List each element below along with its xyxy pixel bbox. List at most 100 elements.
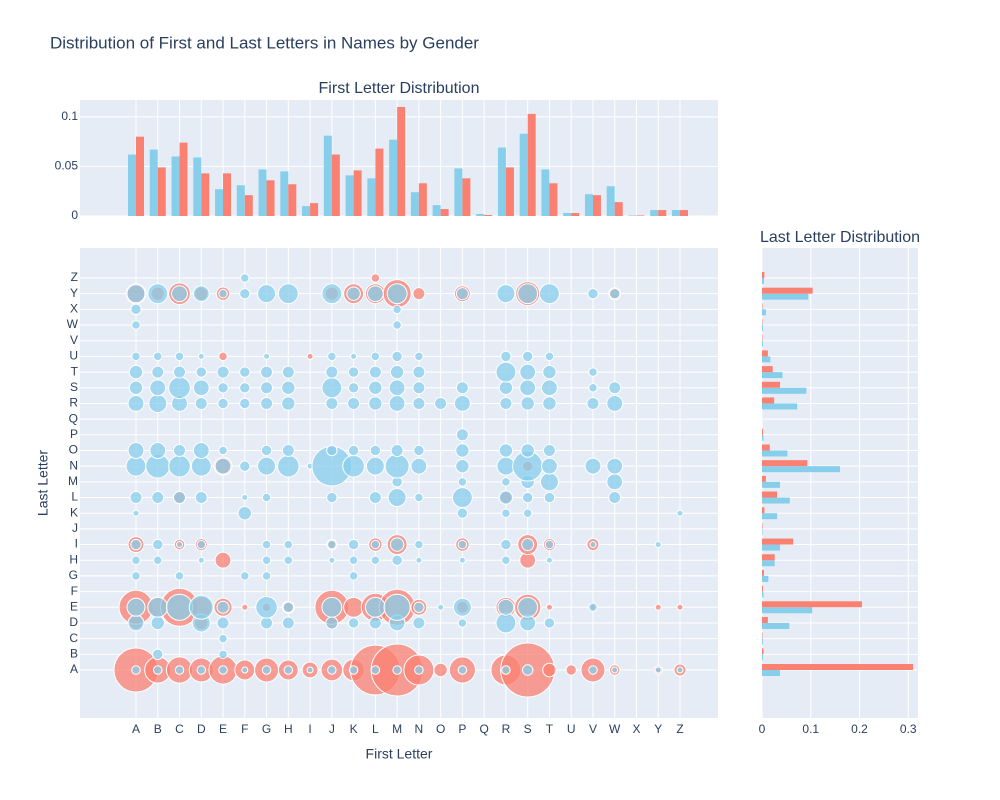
bar [762,554,775,561]
bubble [451,487,473,508]
bar [223,173,232,216]
y-tick-label: S [70,380,78,394]
bubble [255,595,278,619]
bubble [257,456,277,476]
bubble [239,460,251,472]
bubble [434,396,448,410]
bubble [217,397,229,410]
bar [193,157,202,216]
bubble [543,617,556,629]
bubble [241,494,249,502]
y-tick-label: G [69,568,78,582]
bubble [496,284,516,304]
bar [563,213,572,216]
bubble [151,365,165,379]
bubble [539,472,559,492]
bubble [347,617,360,629]
bubble [195,366,207,378]
bubble [194,491,208,505]
x-tick-label: B [154,722,162,736]
bar [302,206,311,216]
bubble [126,597,146,617]
bubble [217,382,229,394]
bar [762,638,763,645]
bar [762,622,790,629]
bar [149,149,158,216]
bubble [458,556,466,564]
bubble [586,396,600,410]
bubble [457,477,468,487]
bar [762,575,769,582]
bubble [306,352,314,360]
bubble [192,442,210,459]
bubble [214,457,232,475]
bubble [542,662,557,678]
bar [462,178,471,216]
x-tick-label: A [132,722,140,736]
x-tick-label: V [589,722,597,736]
bubble [455,443,470,458]
bubble [240,273,250,283]
bubble [654,666,662,674]
bubble [542,443,556,457]
y-tick-label: J [72,521,78,535]
x-tick-label: Z [676,722,683,736]
bubble [347,444,360,457]
bubble [171,285,188,303]
bar [353,170,362,216]
bubble [239,397,251,410]
y-tick-label: M [68,474,78,488]
bubble [587,287,599,300]
bubble [126,284,146,304]
bar [762,350,768,357]
bubble [521,664,534,676]
bubble [521,350,534,363]
bar [323,135,332,216]
bubble [368,396,383,411]
x-tick-label: Y [654,722,662,736]
bar [762,569,764,576]
bubble [654,541,662,549]
bar [762,287,813,294]
bubble [606,457,624,475]
x-tick-label: F [241,722,248,736]
bubble [457,665,468,675]
bubble [519,363,537,381]
x-tick-label: O [436,722,445,736]
bubble [388,379,406,397]
y-tick-label: C [69,631,78,645]
bubble [132,509,140,517]
bar [762,403,798,410]
y-tick-label: D [69,615,78,629]
bubble [131,665,141,675]
bubble [415,556,423,564]
bubble [326,491,338,504]
bubble [517,596,539,618]
bubble [325,616,339,630]
bubble [261,665,272,675]
bubble [260,381,274,395]
bar [614,202,623,216]
bubble [218,288,228,299]
bubble [127,442,145,459]
x-tick-label: E [219,722,227,736]
y-tick-label: H [69,552,78,566]
bubble [152,538,164,551]
bubble [366,285,384,303]
bar [592,195,601,216]
bubble [173,365,187,379]
bar [762,585,763,592]
bubble [128,364,144,380]
bar [762,325,763,332]
bubble [218,649,228,660]
bubble [347,366,360,378]
bubble [282,601,295,613]
bubble [495,612,517,634]
bubble [261,539,272,550]
bubble [521,538,535,552]
bar [266,180,275,216]
bubble [328,556,336,564]
bubble [676,603,684,611]
bubble [260,396,274,410]
bubble [676,666,684,674]
